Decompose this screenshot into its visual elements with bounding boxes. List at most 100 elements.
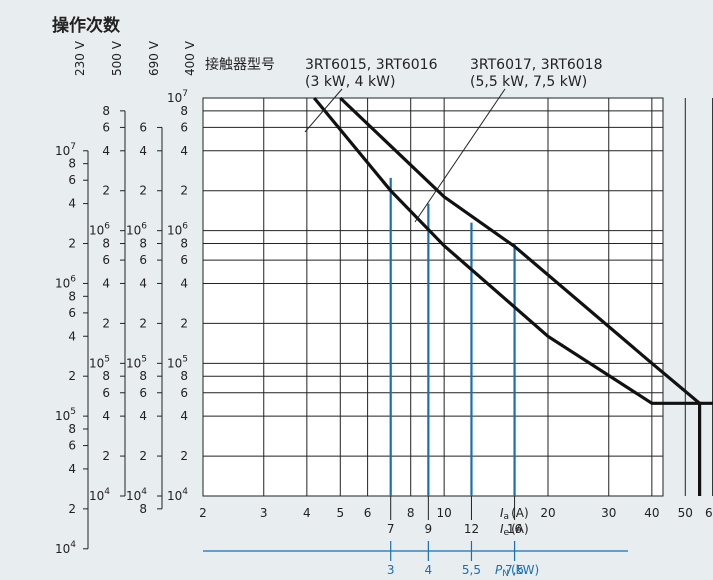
voltage-label-3-8: 4 [180,276,188,290]
voltage-label-0-4: 2 [68,237,76,251]
voltage-label-1-11: 6 [102,386,110,400]
series-2-leader [414,88,506,223]
voltage-label-1-12: 4 [102,409,110,423]
voltage-label-3-15: 104 [167,487,188,503]
voltage-label-0-8: 4 [68,329,76,343]
voltage-label-2-1: 4 [139,144,147,158]
series-2-subtitle: (5,5 kW, 7,5 kW) [470,74,587,90]
pn-tick-label-3: 3 [387,563,395,577]
ia-axis-label: Ia (A) [500,506,529,522]
series-1-leader [304,88,343,133]
voltage-label-2-6: 4 [139,276,147,290]
voltage-label-0-13: 4 [68,462,76,476]
voltage-label-3-14: 2 [180,449,188,463]
voltage-label-2-7: 2 [139,316,147,330]
voltage-label-3-9: 2 [180,316,188,330]
voltage-label-1-0: 8 [102,104,110,118]
voltage-label-1-14: 104 [89,487,110,503]
voltage-label-2-8: 105 [126,354,147,370]
voltage-label-3-1: 8 [180,104,188,118]
x-tick-label-40: 40 [644,506,659,520]
voltage-label-3-7: 6 [180,253,188,267]
voltage-label-1-4: 106 [89,222,110,238]
ie-tick-label-12: 12 [464,522,479,536]
voltage-label-0-7: 6 [68,306,76,320]
voltage-label-0-5: 106 [55,274,76,290]
ie-tick-label-7: 7 [387,522,395,536]
series-1-subtitle: (3 kW, 4 kW) [305,74,395,90]
voltage-label-2-10: 6 [139,386,147,400]
voltage-label-3-10: 105 [167,354,188,370]
plot-background [203,98,663,496]
x-tick-label-60: 60 [705,506,713,520]
voltage-label-2-0: 6 [139,120,147,134]
voltage-label-1-13: 2 [102,449,110,463]
x-tick-label-30: 30 [601,506,616,520]
voltage-label-3-13: 4 [180,409,188,423]
plot-frame [202,97,664,497]
voltage-label-2-12: 2 [139,449,147,463]
series-1-name: 3RT6015, 3RT6016 [305,57,438,73]
chart-title: 操作次数 [52,15,121,36]
ie-axis-label: Ie (A) [500,522,529,538]
voltage-label-0-2: 6 [68,173,76,187]
voltage-label-1-9: 105 [89,354,110,370]
pn-axis-label: PN (kW) [495,563,539,579]
voltage-label-3-12: 6 [180,386,188,400]
curve-series-2 [339,96,713,405]
ie-tick-label-9: 9 [425,522,433,536]
voltage-label-3-6: 8 [180,237,188,251]
voltage-label-1-2: 4 [102,144,110,158]
voltage-header-500V: 500 V [110,40,124,76]
x-tick-label-50: 50 [678,506,693,520]
voltage-label-1-1: 6 [102,120,110,134]
voltage-label-1-7: 4 [102,276,110,290]
voltage-label-0-1: 8 [68,157,76,171]
voltage-label-3-11: 8 [180,369,188,383]
voltage-header-400V: 400 V [183,40,197,76]
x-tick-label-6: 6 [364,506,372,520]
voltage-label-1-3: 2 [102,184,110,198]
voltage-label-1-8: 2 [102,316,110,330]
x-tick-label-5: 5 [336,506,344,520]
x-tick-label-4: 4 [303,506,311,520]
voltage-label-3-4: 2 [180,184,188,198]
x-tick-label-10: 10 [437,506,452,520]
voltage-label-0-11: 8 [68,422,76,436]
voltage-label-0-0: 107 [55,142,76,158]
pn-tick-label-7,5: 7,5 [505,563,524,577]
voltage-label-0-6: 8 [68,289,76,303]
voltage-label-0-12: 6 [68,439,76,453]
voltage-label-2-11: 4 [139,409,147,423]
ie-tick-label-16: 16 [507,522,522,536]
voltage-label-2-13: 104 [126,487,147,503]
x-tick-label-2: 2 [199,506,207,520]
pn-tick-label-5,5: 5,5 [462,563,481,577]
voltage-label-0-14: 2 [68,502,76,516]
voltage-label-2-4: 8 [139,237,147,251]
voltage-label-2-5: 6 [139,253,147,267]
voltage-label-0-10: 105 [55,407,76,423]
voltage-label-2-2: 2 [139,184,147,198]
voltage-label-2-14: 8 [139,502,147,516]
voltage-label-3-3: 4 [180,144,188,158]
voltage-label-0-3: 4 [68,197,76,211]
voltage-label-1-5: 8 [102,237,110,251]
x-tick-label-3: 3 [260,506,268,520]
pn-tick-label-4: 4 [425,563,433,577]
contactor-type-label: 接触器型号 [205,56,275,73]
series-2-name: 3RT6017, 3RT6018 [470,57,603,73]
voltage-label-0-9: 2 [68,369,76,383]
voltage-label-1-10: 8 [102,369,110,383]
voltage-label-2-3: 106 [126,222,147,238]
voltage-label-3-5: 106 [167,222,188,238]
voltage-header-690V: 690 V [147,40,161,76]
voltage-label-3-2: 6 [180,120,188,134]
x-tick-label-20: 20 [540,506,555,520]
voltage-label-3-0: 107 [167,89,188,105]
voltage-label-1-6: 6 [102,253,110,267]
voltage-label-0-15: 104 [55,540,76,556]
voltage-label-2-9: 8 [139,369,147,383]
